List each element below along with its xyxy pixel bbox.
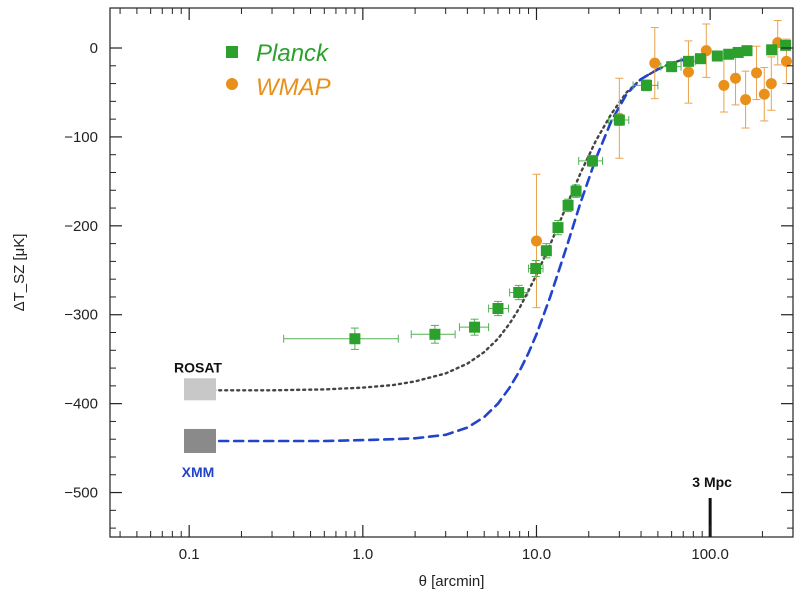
x-tick-label: 100.0	[691, 546, 729, 563]
legend-label-wmap: WMAP	[256, 74, 331, 101]
x-tick-label: 0.1	[179, 546, 200, 563]
ticks-layer: 0 −100 −200 −300 −400 −500 0.1 1.0 10.0 100.0	[64, 8, 794, 563]
wmap-point	[758, 88, 770, 100]
planck-point	[562, 199, 574, 211]
rosat-label: ROSAT	[174, 359, 222, 375]
3mpc-label: 3 Mpc	[692, 474, 732, 490]
y-tick-label: −300	[64, 307, 98, 324]
planck-point	[711, 50, 723, 62]
y-tick-label: −500	[64, 485, 98, 502]
planck-point	[741, 45, 753, 57]
planck-point	[695, 53, 707, 65]
rosat-box	[184, 378, 216, 401]
planck-point	[723, 48, 735, 60]
y-tick-label: −200	[64, 218, 98, 235]
wmap-point	[740, 94, 752, 106]
wmap-point	[682, 66, 694, 78]
planck-point	[530, 262, 542, 274]
x-axis-title: θ [arcmin]	[419, 573, 485, 590]
wmap-point	[751, 67, 763, 79]
planck-point	[586, 155, 598, 167]
y-axis-title: ΔT_SZ [μK]	[11, 234, 28, 312]
planck-point	[349, 333, 361, 345]
planck-point	[492, 303, 504, 315]
legend-marker-wmap	[226, 78, 238, 90]
x-tick-label: 10.0	[522, 546, 551, 563]
planck-point	[613, 114, 625, 126]
annotation-layer: ROSAT XMM 3 Mpc	[174, 359, 732, 537]
planck-point	[766, 44, 778, 56]
legend-label-planck: Planck	[256, 40, 330, 67]
y-tick-label: 0	[90, 40, 98, 57]
planck-point	[732, 46, 744, 58]
wmap-point	[649, 57, 661, 69]
planck-point	[682, 55, 694, 67]
series-layer	[187, 19, 792, 443]
legend-marker-planck	[226, 46, 238, 58]
wmap-point	[780, 55, 792, 67]
planck-point	[513, 287, 525, 299]
planck-point	[780, 39, 792, 51]
planck-point	[640, 79, 652, 91]
plot-frame	[109, 7, 794, 538]
axes-layer	[109, 7, 794, 538]
planck-point	[469, 321, 481, 333]
xmm-label: XMM	[182, 464, 215, 480]
legend: Planck WMAP	[226, 40, 331, 101]
rosat-curve	[187, 58, 685, 392]
planck-point	[540, 245, 552, 257]
wmap-point	[718, 79, 730, 91]
planck-point	[552, 222, 564, 234]
wmap-point	[530, 235, 542, 247]
y-tick-label: −400	[64, 396, 98, 413]
planck-point	[666, 61, 678, 73]
xmm-curve	[187, 58, 685, 443]
planck-point	[429, 328, 441, 340]
wmap-point	[730, 72, 742, 84]
x-tick-label: 1.0	[352, 546, 373, 563]
xmm-box	[184, 428, 216, 453]
y-tick-label: −100	[64, 129, 98, 146]
planck-point	[570, 185, 582, 197]
wmap-point	[765, 78, 777, 90]
